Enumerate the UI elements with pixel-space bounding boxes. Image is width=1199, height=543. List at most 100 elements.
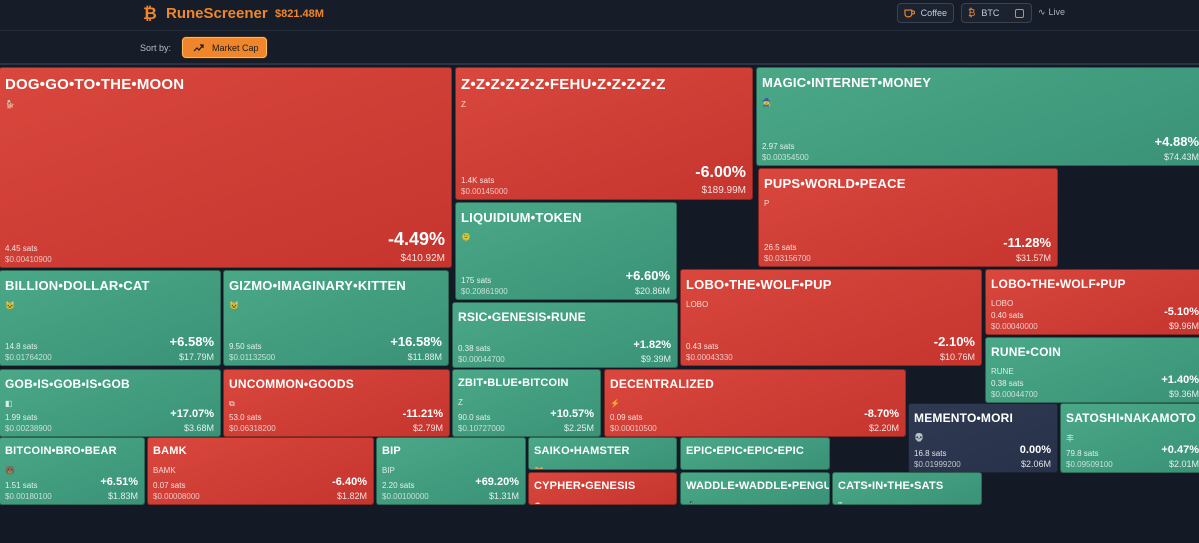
rune-symbol: 丰 (1066, 434, 1074, 443)
rune-sats: 1.99 sats (5, 413, 38, 422)
rune-name: LOBO•THE•WOLF•PUP (686, 277, 832, 292)
rune-change: +10.57% (550, 408, 594, 420)
rune-change: +69.20% (475, 476, 519, 488)
rune-name: CYPHER•GENESIS (534, 480, 636, 492)
rune-market-cap: $2.25M (563, 423, 594, 433)
rune-change: +6.58% (169, 334, 214, 349)
rune-change: +17.07% (170, 408, 214, 420)
rune-tile-cats[interactable]: CATS•IN•THE•SATS $ (832, 472, 982, 505)
rune-market-cap: $2.06M (1020, 459, 1051, 469)
rune-name: SAIKO•HAMSTER (534, 445, 630, 457)
rune-symbol: 🐧 (686, 501, 696, 504)
rune-market-cap: $2.20M (868, 423, 899, 433)
rune-change: +6.60% (625, 268, 670, 283)
rune-price-usd: $0.00043330 (686, 353, 733, 362)
sort-market-cap-button[interactable]: Market Cap (182, 37, 267, 58)
rune-tile-epic[interactable]: EPIC•EPIC•EPIC•EPIC (680, 437, 830, 470)
rune-name: GOB•IS•GOB•IS•GOB (5, 377, 130, 391)
rune-change: -11.28% (1003, 235, 1051, 250)
rune-tile-waddle[interactable]: WADDLE•WADDLE•PENGU 🐧 (680, 472, 830, 505)
rune-tile-dog[interactable]: DOG•GO•TO•THE•MOON 🐕 4.45 sats $0.00410900 -… (0, 67, 452, 268)
rune-name: Z•Z•Z•Z•Z•Z•FEHU•Z•Z•Z•Z•Z (461, 76, 666, 93)
currency-toggle-button[interactable]: ₿ BTC (961, 3, 1032, 23)
rune-price-usd: $0.10727000 (458, 424, 505, 433)
rune-tile-bitcoinbro[interactable]: BITCOIN•BRO•BEAR 🐻 1.51 sats $0.00180100 +6.… (0, 437, 145, 505)
rune-name: WADDLE•WADDLE•PENGU (686, 480, 830, 492)
rune-price-usd: $0.00044700 (991, 390, 1038, 399)
rune-symbol: 🫠 (461, 233, 471, 242)
rune-symbol: 💀 (914, 433, 924, 442)
rune-market-cap: $9.36M (1168, 389, 1199, 399)
rune-change: +0.47% (1161, 444, 1199, 456)
rune-market-cap: $11.88M (407, 352, 442, 362)
rune-symbol: Z (458, 398, 463, 407)
currency-label: BTC (981, 8, 1000, 18)
coffee-icon (904, 9, 915, 18)
rune-name: UNCOMMON•GOODS (229, 377, 354, 391)
rune-tile-bdc[interactable]: BILLION•DOLLAR•CAT 🐱 14.8 sats $0.01764200 +… (0, 270, 221, 366)
rune-symbol: Z (461, 100, 466, 109)
rune-name: EPIC•EPIC•EPIC•EPIC (686, 445, 805, 457)
rune-price-usd: $0.00010500 (610, 424, 657, 433)
rune-symbol: ☗ (534, 501, 541, 504)
rune-tile-runecoin[interactable]: RUNE•COIN RUNE 0.38 sats $0.00044700 +1.40% $… (985, 337, 1199, 403)
sort-bar: Sort by: Market Cap (0, 31, 1199, 65)
rune-market-cap: $2.01M (1168, 459, 1199, 469)
rune-change: -4.49% (387, 229, 445, 249)
treemap: DOG•GO•TO•THE•MOON 🐕 4.45 sats $0.00410900 -… (0, 67, 1199, 543)
copy-icon[interactable] (1015, 8, 1025, 18)
rune-market-cap: $1.83M (107, 491, 138, 501)
bitcoin-icon: ₿ (968, 7, 976, 19)
rune-sats: 9.50 sats (229, 342, 262, 351)
coffee-button[interactable]: Coffee (897, 3, 954, 23)
rune-tile-fehu[interactable]: Z•Z•Z•Z•Z•Z•FEHU•Z•Z•Z•Z•Z Z 1.4K sats $0.0… (455, 67, 753, 200)
rune-tile-lobo2[interactable]: LOBO•THE•WOLF•PUP LOBO 0.40 sats $0.0004000… (985, 269, 1199, 335)
rune-tile-lobo1[interactable]: LOBO•THE•WOLF•PUP LOBO 0.43 sats $0.0004333… (680, 269, 982, 366)
pulse-icon: ∿ (1038, 7, 1046, 17)
coffee-label: Coffee (920, 8, 947, 18)
rune-sats: 0.43 sats (686, 342, 719, 351)
sort-button-label: Market Cap (212, 42, 259, 53)
live-indicator: ∿ Live (1038, 7, 1065, 18)
rune-tile-liquidium[interactable]: LIQUIDIUM•TOKEN 🫠 175 sats $0.20861900 +6.60… (455, 202, 677, 300)
rune-price-usd: $0.00044700 (458, 355, 505, 364)
rune-market-cap: $410.92M (400, 253, 445, 264)
rune-tile-cypher[interactable]: CYPHER•GENESIS ☗ (528, 472, 677, 505)
rune-price-usd: $0.09509100 (1066, 460, 1113, 469)
brand-name[interactable]: RuneScreener (166, 5, 268, 22)
rune-symbol: 🐹 (534, 466, 544, 469)
sort-label: Sort by: (140, 43, 172, 53)
rune-tile-pups[interactable]: PUPS•WORLD•PEACE P 26.5 sats $0.03156700 -11… (758, 168, 1058, 267)
rune-tile-bamk[interactable]: BAMK BAMK 0.07 sats $0.00008000 -6.40% $1.82M (147, 437, 374, 505)
rune-tile-gizmo[interactable]: GIZMO•IMAGINARY•KITTEN 😺 9.50 sats $0.01132… (223, 270, 449, 366)
rune-sats: 16.8 sats (914, 449, 947, 458)
rune-name: MAGIC•INTERNET•MONEY (762, 75, 932, 90)
rune-tile-satoshi[interactable]: SATOSHI•NAKAMOTO 丰 79.8 sats $0.09509100 +0.… (1060, 403, 1199, 473)
rune-change: +1.82% (633, 339, 671, 351)
rune-symbol: P (764, 199, 770, 208)
rune-tile-saiko[interactable]: SAIKO•HAMSTER 🐹 (528, 437, 677, 470)
rune-tile-bip[interactable]: BIP BIP 2.20 sats $0.00100000 +69.20% $1.31M (376, 437, 526, 505)
rune-price-usd: $0.00354500 (762, 153, 809, 162)
rune-tile-gob[interactable]: GOB•IS•GOB•IS•GOB ◧ 1.99 sats $0.00238900 +1… (0, 369, 221, 437)
rune-change: 0.00% (1019, 444, 1051, 456)
top-bar: ₿ RuneScreener $821.48M Coffee ₿ BTC ∿ Li… (0, 0, 1199, 31)
rune-change: -6.00% (695, 164, 746, 181)
rune-tile-decentralized[interactable]: DECENTRALIZED ⚡ 0.09 sats $0.00010500 -8.70%… (604, 369, 906, 437)
rune-tile-uncommon[interactable]: UNCOMMON•GOODS ⧉ 53.0 sats $0.06318200 -11.2… (223, 369, 450, 437)
rune-tile-mim[interactable]: MAGIC•INTERNET•MONEY 🧙 2.97 sats $0.0035450… (756, 67, 1199, 166)
rune-name: MEMENTO•MORI (914, 411, 1014, 425)
rune-price-usd: $0.20861900 (461, 287, 508, 296)
rune-symbol: BAMK (153, 466, 176, 475)
rune-sats: 0.40 sats (991, 311, 1024, 320)
rune-price-usd: $0.01132500 (229, 353, 276, 362)
rune-change: +16.58% (390, 334, 442, 349)
rune-tile-zbit[interactable]: ZBIT•BLUE•BITCOIN Z 90.0 sats $0.10727000 +1… (452, 369, 601, 437)
rune-name: BILLION•DOLLAR•CAT (5, 278, 150, 293)
rune-price-usd: $0.00410900 (5, 255, 52, 264)
rune-tile-rsic[interactable]: RSIC•GENESIS•RUNE 0.38 sats $0.00044700 +1.… (452, 302, 678, 368)
rune-tile-memento[interactable]: MEMENTO•MORI 💀 16.8 sats $0.01999200 0.00% $2… (908, 403, 1058, 473)
rune-sats: 53.0 sats (229, 413, 262, 422)
rune-change: -6.40% (332, 476, 367, 488)
total-market-cap: $821.48M (275, 8, 324, 20)
